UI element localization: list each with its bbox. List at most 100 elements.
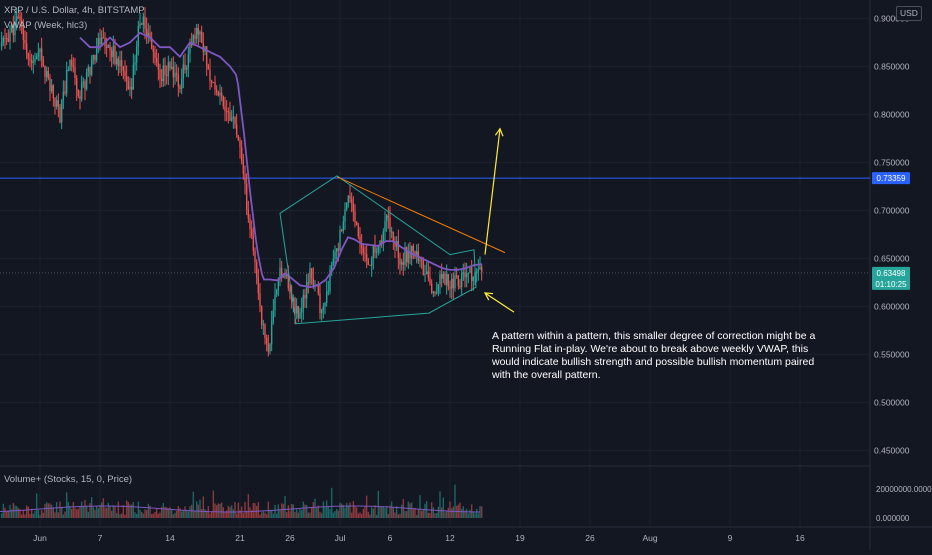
candle-body	[160, 78, 163, 81]
candle-body	[227, 111, 230, 113]
candle-body	[435, 292, 438, 294]
candle-body	[137, 26, 140, 47]
volume-bar	[90, 497, 93, 518]
candle-body	[444, 273, 446, 285]
volume-average-line	[0, 505, 480, 513]
volume-bars	[0, 484, 483, 518]
volume-bar	[349, 502, 351, 518]
volume-bar	[465, 508, 468, 518]
volume-bar	[75, 509, 78, 518]
candle-body	[407, 251, 410, 263]
candle-body	[265, 337, 268, 344]
time-axis[interactable]: Jun 7 14 21 26 Jul 6 12 19 26 Aug 9 16	[33, 533, 805, 543]
candle-body	[64, 91, 66, 94]
candle-body	[420, 259, 423, 261]
volume-bar	[355, 507, 358, 518]
candle-body	[115, 58, 118, 65]
candle-body	[467, 273, 470, 275]
candle-body	[369, 265, 371, 267]
candle-body	[19, 16, 21, 21]
volume-bar	[72, 501, 75, 518]
candle-body	[392, 231, 395, 243]
vwap-indicator-label[interactable]: VWAP (Week, hlc3)	[4, 20, 88, 31]
candle-body	[439, 274, 441, 285]
volume-bar	[174, 512, 176, 518]
volume-bar	[52, 508, 55, 518]
volume-bar	[260, 512, 263, 518]
candles	[0, 7, 483, 357]
volume-bar	[150, 513, 153, 518]
candle-body	[10, 24, 13, 33]
price-tick-label: 0.550000	[874, 349, 910, 359]
currency-badge[interactable]: USD	[896, 6, 922, 21]
volume-bar	[352, 501, 355, 518]
volume-bar	[20, 514, 23, 518]
candle-body	[385, 215, 388, 222]
volume-bar	[415, 514, 418, 518]
volume-bar	[297, 512, 300, 518]
candle-body	[72, 65, 75, 68]
price-axis[interactable]: 0.900000 0.850000 0.800000 0.750000 0.700000…	[874, 13, 910, 455]
candle-body	[479, 266, 481, 270]
volume-bar	[447, 507, 450, 518]
candle-body	[344, 209, 346, 222]
volume-bar	[257, 502, 260, 518]
candle-body	[110, 50, 113, 58]
volume-bar	[282, 503, 285, 518]
volume-bar	[412, 508, 415, 518]
annotation-text: A pattern within a pattern, this smaller…	[492, 330, 816, 381]
volume-bar	[82, 506, 85, 518]
candle-body	[255, 262, 258, 278]
volume-bar	[67, 501, 70, 518]
candle-body	[237, 135, 240, 141]
candle-body	[382, 231, 385, 243]
volume-bar	[309, 512, 311, 518]
candle-body	[335, 248, 338, 252]
volume-bar	[439, 491, 441, 518]
candle-body	[147, 32, 150, 37]
volume-bar	[324, 507, 326, 518]
candle-body	[345, 202, 348, 210]
candle-body	[14, 20, 16, 36]
candle-body	[277, 278, 280, 291]
candle-body	[430, 283, 433, 293]
volume-bar	[147, 503, 150, 518]
volume-bar	[120, 513, 123, 518]
candle-body	[287, 276, 290, 289]
volume-bar	[37, 509, 40, 518]
candle-body	[24, 39, 26, 44]
level-price-badge	[872, 172, 910, 185]
volume-bar	[4, 507, 6, 518]
volume-bar	[437, 506, 440, 518]
candle-body	[195, 28, 198, 39]
volume-indicator-label[interactable]: Volume+ (Stocks, 15, 0, Price)	[4, 474, 133, 485]
candle-body	[0, 42, 3, 48]
volume-bar	[317, 505, 320, 518]
candle-body	[69, 60, 71, 70]
candle-body	[365, 254, 368, 261]
candle-body	[207, 66, 210, 70]
candle-body	[95, 48, 98, 61]
candle-body	[79, 95, 81, 100]
candle-body	[324, 302, 326, 307]
drawings[interactable]	[279, 127, 515, 325]
volume-bar	[347, 505, 350, 518]
candle-body	[32, 61, 35, 63]
candle-body	[30, 60, 33, 63]
volume-bar	[235, 513, 238, 518]
candle-body	[309, 268, 311, 284]
candle-body	[159, 69, 161, 79]
candle-body	[354, 211, 356, 223]
volume-bar	[450, 508, 453, 518]
candle-body	[275, 290, 278, 295]
candle-body	[37, 52, 40, 57]
candle-body	[214, 82, 216, 90]
level-price-text: 0.73359	[877, 174, 906, 183]
candle-body	[394, 242, 396, 247]
volume-bar	[102, 498, 105, 518]
volume-bar	[92, 507, 95, 518]
candle-body	[329, 269, 331, 291]
volume-bar	[405, 511, 408, 518]
